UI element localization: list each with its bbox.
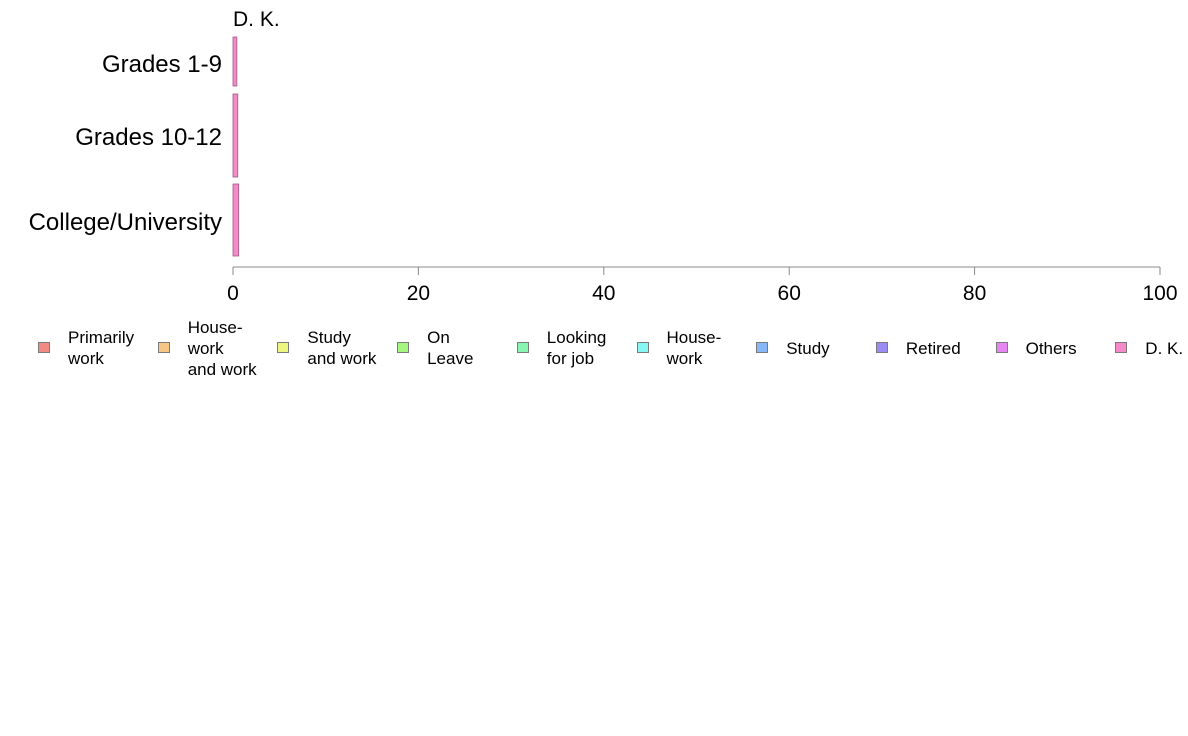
legend-swatch (995, 342, 1008, 353)
category-label: Grades 10-12 (75, 124, 222, 151)
legend-label: Looking for job (546, 328, 607, 368)
x-tick-label: 40 (592, 282, 615, 305)
category-labels: Grades 1-9 Grades 10-12 College/University (29, 51, 222, 236)
legend: Primarily work House- work and work Study … (38, 318, 1188, 388)
bar-segment-college-university (232, 183, 240, 257)
x-tick-label: 0 (227, 282, 239, 305)
x-tick-label: 80 (963, 282, 986, 305)
legend-label: Retired (905, 338, 961, 358)
x-tick-label: 20 (407, 282, 430, 305)
legend-swatch (38, 342, 50, 353)
bar-segment-grades-10-12 (232, 93, 239, 178)
category-label: Grades 1-9 (102, 51, 222, 78)
legend-swatch (516, 342, 529, 353)
x-axis: 0 20 40 60 80 100 (227, 266, 1178, 305)
chart-title: D. K. (233, 8, 280, 31)
legend-label: Primarily work (68, 328, 135, 368)
bar-segment-grades-1-9 (232, 36, 238, 87)
legend-label: Study (786, 338, 830, 358)
legend-swatch (397, 342, 410, 353)
legend-label: On Leave (427, 328, 474, 368)
x-tick-label: 60 (778, 282, 801, 305)
x-tick-label: 100 (1142, 282, 1177, 305)
legend-swatch (277, 342, 290, 353)
legend-label: Others (1025, 338, 1077, 358)
bars-group (232, 36, 240, 257)
legend-swatch (756, 342, 769, 353)
legend-label: House- work and work (187, 317, 257, 379)
legend-label: Study and work (307, 328, 377, 368)
legend-swatch (636, 342, 649, 353)
legend-swatch (1115, 342, 1128, 353)
legend-label: D. K. (1145, 338, 1184, 358)
category-label: College/University (29, 209, 222, 236)
legend-label: House- work (666, 328, 722, 368)
legend-swatch (875, 342, 888, 353)
legend-swatch (157, 342, 170, 353)
